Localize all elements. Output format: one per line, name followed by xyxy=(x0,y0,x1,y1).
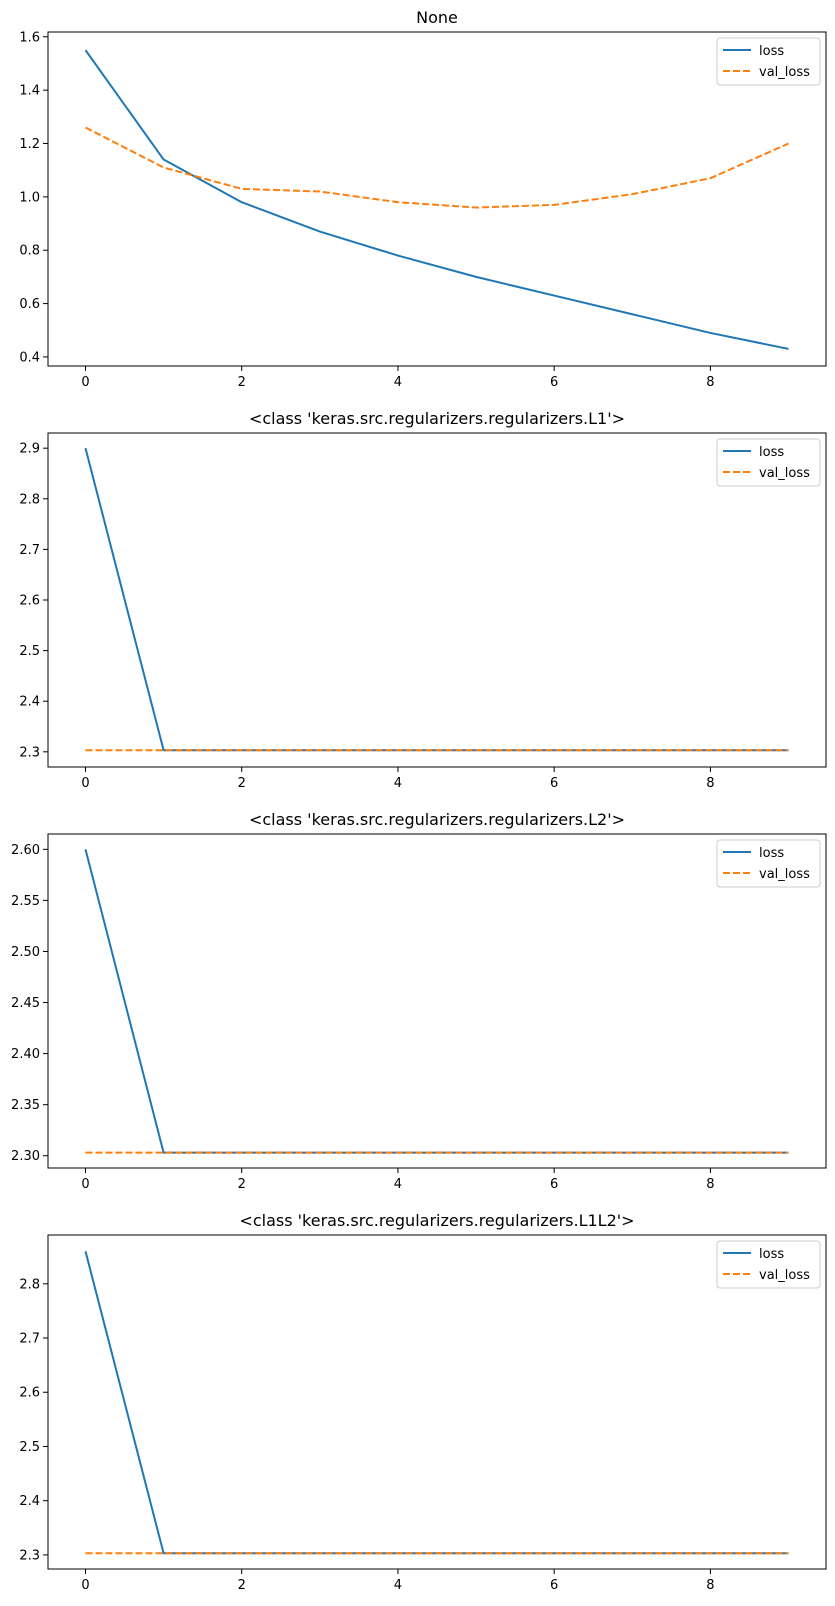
y-tick-label: 2.6 xyxy=(19,1386,40,1401)
x-tick-label: 4 xyxy=(394,1177,402,1192)
y-tick-label: 2.30 xyxy=(11,1149,40,1164)
y-tick-label: 2.3 xyxy=(19,745,40,760)
chart-1: <class 'keras.src.regularizers.regulariz… xyxy=(19,409,827,791)
x-tick-label: 6 xyxy=(550,375,558,390)
x-tick-label: 6 xyxy=(550,1177,558,1192)
y-tick-label: 1.4 xyxy=(19,84,40,99)
series-line-loss xyxy=(84,447,789,752)
series-line-loss xyxy=(84,1251,789,1555)
legend-label-loss: loss xyxy=(759,445,784,460)
x-tick-label: 6 xyxy=(550,1578,558,1593)
y-tick-label: 2.35 xyxy=(11,1098,40,1113)
series-line-loss xyxy=(84,49,789,350)
y-tick-label: 2.3 xyxy=(19,1548,40,1563)
plot-frame xyxy=(47,432,827,768)
y-tick-label: 2.45 xyxy=(11,996,40,1011)
x-tick-label: 2 xyxy=(238,1578,246,1593)
plot-frame xyxy=(47,833,827,1169)
x-tick-label: 0 xyxy=(81,1177,89,1192)
y-tick-label: 2.7 xyxy=(19,1332,40,1347)
legend-label-loss: loss xyxy=(759,846,784,861)
y-tick-label: 2.9 xyxy=(19,442,40,457)
y-tick-label: 2.60 xyxy=(11,843,40,858)
y-tick-label: 1.2 xyxy=(19,137,40,152)
chart-0: None 0.4 0.6 0.8 1.0 1.2 1.4 1.6 0 2 4 6 8 loss val_lo… xyxy=(19,8,827,390)
x-tick-label: 0 xyxy=(81,776,89,791)
x-tick-label: 2 xyxy=(238,776,246,791)
y-tick-label: 2.6 xyxy=(19,594,40,609)
legend-label-loss: loss xyxy=(759,1247,784,1262)
y-tick-label: 2.8 xyxy=(19,1277,40,1292)
chart-2: <class 'keras.src.regularizers.regulariz… xyxy=(11,810,827,1192)
x-tick-label: 4 xyxy=(394,1578,402,1593)
x-tick-label: 0 xyxy=(81,1578,89,1593)
plot-frame xyxy=(47,1234,827,1570)
x-tick-label: 8 xyxy=(706,776,714,791)
legend-label-val_loss: val_loss xyxy=(759,65,810,80)
x-tick-label: 2 xyxy=(238,375,246,390)
legend-label-val_loss: val_loss xyxy=(759,1268,810,1283)
y-tick-label: 2.55 xyxy=(11,894,40,909)
y-tick-label: 2.8 xyxy=(19,492,40,507)
legend-label-loss: loss xyxy=(759,44,784,59)
x-tick-label: 6 xyxy=(550,776,558,791)
y-tick-label: 2.7 xyxy=(19,543,40,558)
y-tick-label: 2.4 xyxy=(19,1494,40,1509)
y-tick-label: 1.0 xyxy=(19,190,40,205)
x-tick-label: 8 xyxy=(706,1578,714,1593)
y-tick-label: 0.4 xyxy=(19,350,40,365)
plot-frame xyxy=(47,31,827,367)
y-tick-label: 0.6 xyxy=(19,297,40,312)
chart-title: <class 'keras.src.regularizers.regulariz… xyxy=(249,810,625,829)
y-tick-label: 2.5 xyxy=(19,644,40,659)
chart-title: <class 'keras.src.regularizers.regulariz… xyxy=(249,409,625,428)
series-line-val_loss xyxy=(85,126,789,209)
chart-title: <class 'keras.src.regularizers.regulariz… xyxy=(239,1211,634,1230)
legend-label-val_loss: val_loss xyxy=(759,867,810,882)
x-tick-label: 2 xyxy=(238,1177,246,1192)
y-tick-label: 1.6 xyxy=(19,30,40,45)
x-tick-label: 0 xyxy=(81,375,89,390)
series-line-loss xyxy=(84,849,789,1154)
y-tick-label: 2.50 xyxy=(11,945,40,960)
y-tick-label: 2.40 xyxy=(11,1047,40,1062)
x-tick-label: 8 xyxy=(706,375,714,390)
y-tick-label: 2.5 xyxy=(19,1440,40,1455)
chart-title: None xyxy=(416,8,458,27)
y-tick-label: 0.8 xyxy=(19,244,40,259)
chart-3: <class 'keras.src.regularizers.regulariz… xyxy=(19,1211,827,1593)
x-tick-label: 4 xyxy=(394,776,402,791)
legend-label-val_loss: val_loss xyxy=(759,466,810,481)
y-tick-label: 2.4 xyxy=(19,695,40,710)
x-tick-label: 8 xyxy=(706,1177,714,1192)
x-tick-label: 4 xyxy=(394,375,402,390)
